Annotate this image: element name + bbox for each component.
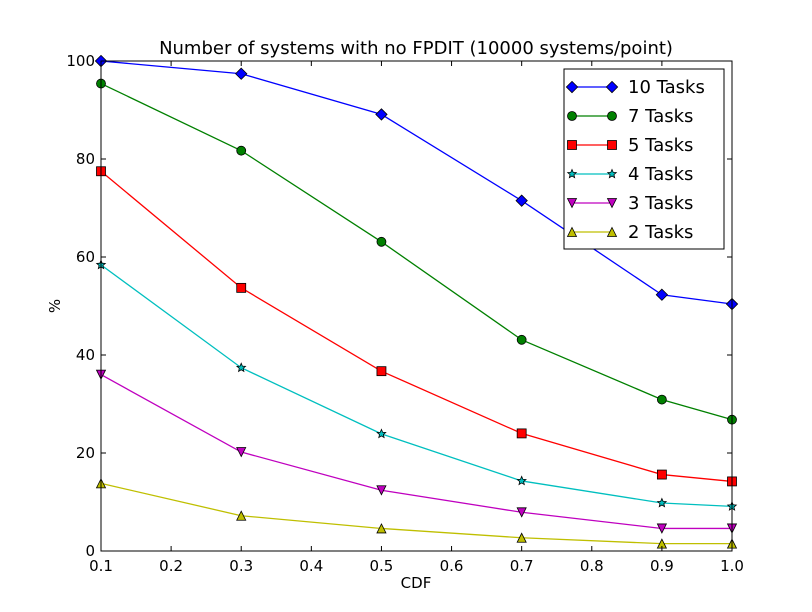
y-tick-label: 100 — [66, 52, 95, 70]
x-tick-label: 0.7 — [510, 557, 534, 575]
x-tick-label: 1.0 — [720, 557, 744, 575]
legend-marker — [567, 140, 577, 150]
x-tick-label: 0.6 — [440, 557, 464, 575]
legend-item-10-tasks: 10 Tasks — [565, 77, 705, 98]
legend-item-3-tasks: 3 Tasks — [566, 193, 693, 214]
data-point-3-tasks — [236, 447, 247, 458]
series-line-3-tasks — [100, 374, 732, 530]
legend-marker — [565, 80, 579, 94]
y-tick-label: 20 — [76, 444, 95, 462]
legend-frame — [563, 68, 725, 250]
data-point-5-tasks — [236, 282, 247, 293]
legend-item-2-tasks: 2 Tasks — [566, 222, 693, 243]
x-tick-label: 0.8 — [580, 557, 604, 575]
data-point-5-tasks — [376, 366, 387, 377]
x-axis-label: CDF — [401, 574, 432, 592]
series-4-tasks — [95, 259, 738, 511]
series-3-tasks — [95, 369, 738, 534]
y-tick-label: 80 — [76, 150, 95, 168]
x-tick-label: 0.1 — [89, 557, 113, 575]
legend-marker — [607, 140, 617, 150]
legend-label: 5 Tasks — [628, 135, 693, 156]
data-point-7-tasks — [236, 145, 247, 156]
data-point-4-tasks — [516, 475, 527, 486]
data-point-10-tasks — [235, 67, 248, 80]
legend-marker — [605, 80, 619, 94]
x-tick-label: 0.9 — [650, 557, 674, 575]
series-line-5-tasks — [100, 170, 733, 483]
series-7-tasks — [96, 78, 737, 425]
legend-marker — [606, 168, 618, 179]
legend-label: 3 Tasks — [628, 193, 693, 214]
data-point-5-tasks — [516, 428, 527, 439]
legend-marker — [567, 111, 577, 121]
legend-marker — [607, 111, 617, 121]
data-point-5-tasks — [656, 469, 667, 480]
legend-marker — [606, 198, 618, 209]
data-point-2-tasks — [376, 523, 387, 534]
series-2-tasks — [95, 477, 738, 549]
series-line-4-tasks — [100, 264, 733, 508]
data-point-10-tasks — [655, 288, 669, 301]
legend-marker — [566, 198, 578, 209]
series-line-10-tasks — [100, 60, 733, 305]
legend-item-4-tasks: 4 Tasks — [566, 164, 693, 185]
x-tick-label: 0.4 — [299, 557, 323, 575]
data-point-7-tasks — [376, 236, 387, 247]
data-point-4-tasks — [376, 428, 387, 439]
legend-marker — [566, 226, 578, 237]
data-point-7-tasks — [516, 334, 527, 345]
data-point-4-tasks — [235, 362, 247, 373]
legend-label: 4 Tasks — [628, 164, 693, 185]
x-tick-label: 0.5 — [370, 557, 394, 575]
legend-label: 2 Tasks — [628, 222, 693, 243]
legend-marker — [566, 168, 578, 179]
data-point-3-tasks — [376, 485, 387, 496]
series-line-7-tasks — [100, 82, 733, 421]
x-tick-label: 0.3 — [229, 557, 253, 575]
legend-item-5-tasks: 5 Tasks — [567, 135, 693, 156]
chart-title: Number of systems with no FPDIT (10000 s… — [159, 38, 673, 59]
legend-marker — [606, 226, 618, 237]
x-tick-label: 0.2 — [159, 557, 183, 575]
data-point-7-tasks — [656, 394, 667, 405]
data-point-10-tasks — [515, 194, 528, 207]
y-tick-label: 40 — [76, 346, 95, 364]
data-point-3-tasks — [656, 523, 668, 534]
data-point-2-tasks — [516, 532, 527, 543]
data-point-3-tasks — [516, 507, 527, 518]
y-tick-label: 60 — [76, 248, 95, 266]
y-tick-label: 0 — [85, 542, 95, 560]
series-line-2-tasks — [100, 482, 732, 545]
data-point-2-tasks — [236, 510, 247, 521]
legend-label: 7 Tasks — [628, 106, 693, 127]
legend: 10 Tasks 7 Tasks 5 Tasks 4 Tasks 3 Tasks 2 Ta… — [563, 68, 725, 250]
legend-item-7-tasks: 7 Tasks — [567, 106, 693, 127]
legend-label: 10 Tasks — [628, 77, 705, 98]
y-axis-label: % — [46, 299, 64, 313]
data-point-4-tasks — [656, 497, 668, 508]
data-point-10-tasks — [375, 108, 388, 121]
plot-area-frame — [100, 60, 733, 552]
